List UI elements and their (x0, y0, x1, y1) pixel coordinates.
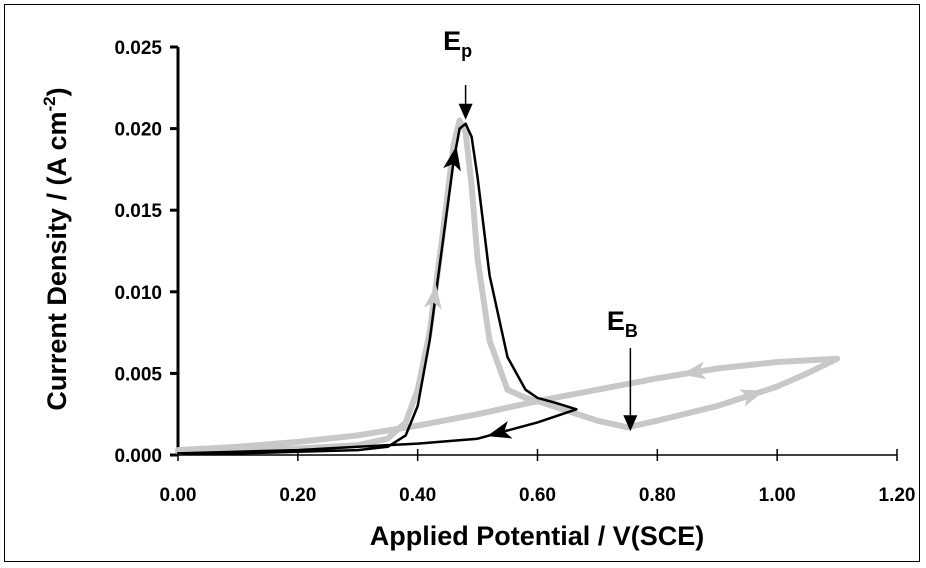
y-tick-label: 0.020 (114, 120, 162, 141)
series-line-second-scan (176, 122, 578, 455)
y-axis-title-tail: ) (42, 87, 72, 96)
series-arrow-second-scan (486, 421, 513, 439)
series-arrow-first-scan (423, 284, 442, 310)
series-arrow-first-scan (681, 361, 707, 380)
annotation-label: EB (607, 306, 638, 341)
annotation-label-subscript: p (461, 41, 472, 61)
annotation-label-main: E (607, 306, 625, 336)
ticks: 0.00 0.20 0.40 0.60 0.80 1.00 1.20 0.000 0.005 0.… (114, 38, 915, 506)
x-tick-label: 0.00 (160, 485, 197, 506)
x-tick-label: 0.40 (399, 485, 436, 506)
annotation-eb: EB (607, 306, 638, 432)
axes (176, 47, 897, 456)
series-arrow-second-scan (443, 146, 461, 172)
chart-frame (4, 4, 920, 562)
annotation-ep: Ep (443, 26, 473, 120)
series-arrow-first-scan (738, 389, 765, 407)
x-axis-title: Applied Potential / V(SCE) (370, 521, 705, 551)
y-axis-title-superscript: -2 (40, 96, 59, 111)
annotation-arrow-head (458, 103, 473, 120)
series-layer (175, 117, 841, 455)
annotation-label-main: E (443, 26, 461, 56)
y-tick-label: 0.010 (114, 283, 162, 304)
annotation-label: Ep (443, 26, 472, 61)
y-tick-label: 0.005 (114, 364, 162, 385)
x-tick-label: 0.80 (639, 485, 676, 506)
x-tick-label: 1.20 (879, 485, 916, 506)
annotation-label-subscript: B (625, 321, 638, 341)
annotation-arrow-head (623, 415, 638, 432)
y-axis-title: Current Density / (A cm-2) (40, 87, 72, 410)
x-tick-label: 0.60 (519, 485, 556, 506)
y-tick-label: 0.015 (114, 201, 162, 222)
y-tick-label: 0.000 (114, 446, 162, 467)
series-line-first-scan (175, 117, 841, 455)
y-axis-title-main: Current Density / (A cm (42, 112, 72, 411)
x-tick-label: 1.00 (759, 485, 796, 506)
y-tick-label: 0.025 (114, 38, 162, 59)
x-tick-label: 0.20 (279, 485, 316, 506)
